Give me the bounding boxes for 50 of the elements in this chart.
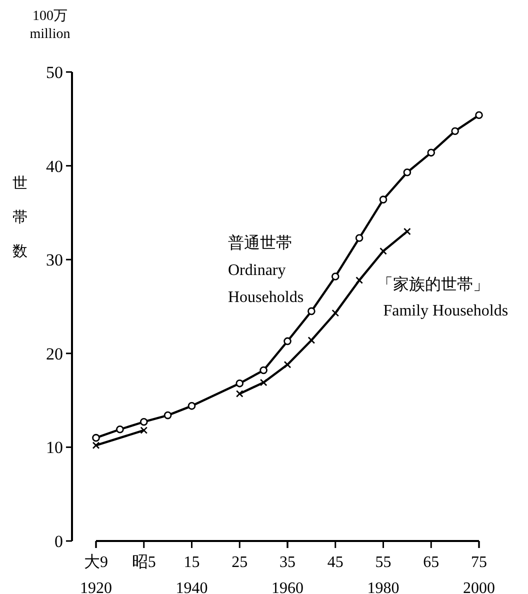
point — [355, 234, 364, 242]
point — [308, 307, 316, 316]
point — [379, 196, 388, 204]
x-tick-label: 1920 — [80, 580, 112, 594]
point — [140, 418, 148, 426]
y-tick-label: 40 — [46, 156, 63, 176]
x2-tick-label: 75 — [471, 554, 487, 571]
point — [403, 168, 412, 176]
text: 世帯数 — [12, 176, 28, 260]
point — [284, 337, 292, 346]
point — [116, 425, 124, 434]
point — [164, 411, 172, 420]
x2-tick-label: 45 — [327, 554, 344, 571]
point — [331, 272, 340, 280]
point — [284, 360, 292, 368]
y-tick-label: 50 — [46, 63, 63, 82]
x-tick-label: 1940 — [176, 580, 208, 594]
point — [92, 442, 100, 450]
y-tick-label: 0 — [54, 532, 63, 551]
point — [188, 402, 196, 410]
point — [427, 148, 436, 157]
point — [475, 111, 483, 120]
point — [380, 247, 387, 255]
y-tick-label: 10 — [46, 438, 63, 458]
point — [92, 434, 100, 442]
x2-tick-label: 15 — [184, 554, 200, 571]
point — [236, 380, 244, 388]
point — [236, 390, 244, 398]
y-tick-label: 30 — [46, 250, 63, 270]
point — [403, 228, 411, 236]
point — [308, 336, 316, 344]
point — [451, 127, 459, 135]
point — [260, 366, 268, 374]
series-label: 普通世帯 Ordinary Households — [228, 234, 304, 306]
point — [140, 426, 148, 434]
x2-tick-label: 大9 — [84, 553, 108, 571]
x-tick-label: 1960 — [272, 580, 304, 594]
x2-tick-label: 65 — [423, 554, 440, 571]
point — [356, 276, 364, 284]
x2-tick-label: 35 — [280, 554, 296, 571]
y-tick-label: 20 — [46, 344, 63, 364]
x-tick-label: 1980 — [367, 580, 400, 594]
series-label: 「家族的世帯」 Family Households — [377, 275, 508, 320]
x2-tick-label: 55 — [375, 554, 392, 571]
point — [332, 309, 340, 317]
x-tick-label: 2000 — [463, 580, 495, 594]
x2-tick-label: 25 — [232, 554, 248, 571]
point — [260, 378, 268, 386]
text: 100万 million — [30, 9, 70, 42]
x2-tick-label: 昭5 — [132, 554, 156, 571]
